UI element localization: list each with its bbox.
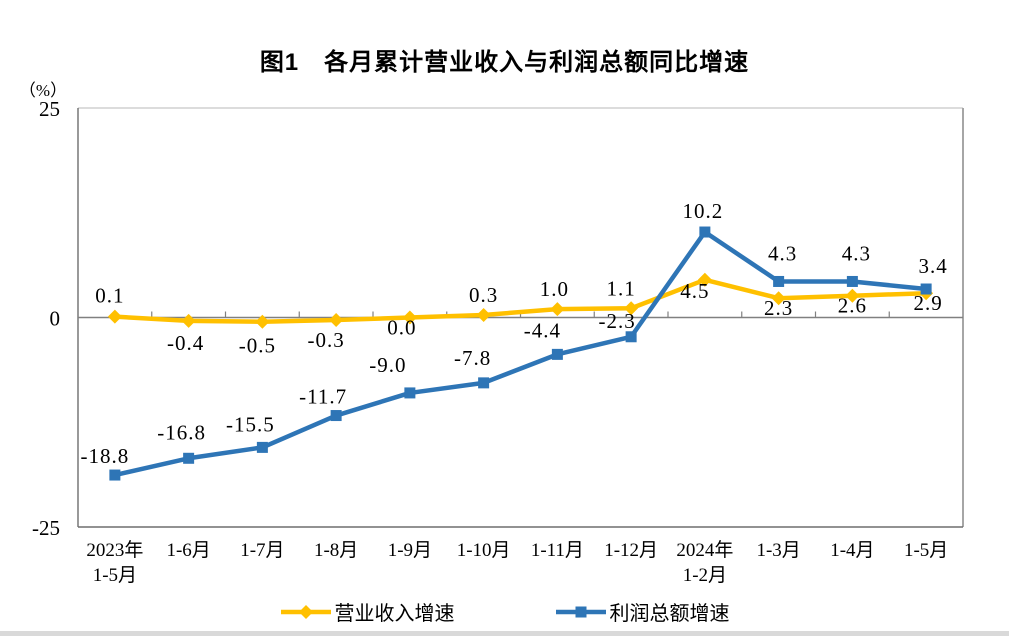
profit-data-label: -7.8: [454, 346, 491, 370]
revenue-marker: [624, 301, 639, 316]
profit-marker: [846, 275, 858, 287]
revenue-marker: [697, 272, 712, 287]
revenue-marker: [550, 302, 565, 317]
x-tick-label: 1-11月: [531, 540, 584, 561]
profit-data-label: -16.8: [157, 420, 206, 444]
y-tick-label: 25: [39, 97, 60, 121]
revenue-marker: [181, 313, 196, 328]
revenue-marker: [255, 314, 270, 329]
profit-marker: [404, 387, 416, 399]
revenue-data-label: 2.3: [764, 296, 793, 320]
profit-data-label: -11.7: [299, 385, 347, 409]
legend-item-revenue: 营业收入增速: [280, 597, 455, 626]
profit-marker: [773, 275, 785, 287]
x-tick-label: 1-4月: [830, 540, 874, 561]
revenue-data-label: 0.0: [387, 316, 416, 340]
revenue-data-label: -0.5: [239, 334, 276, 358]
profit-legend-swatch-icon: [555, 606, 606, 617]
profit-marker: [183, 452, 195, 464]
x-tick-label: 1-5月: [904, 540, 948, 561]
revenue-data-label: 0.3: [469, 283, 498, 307]
x-tick-label: 1-8月: [314, 540, 358, 561]
revenue-data-label: -0.3: [308, 328, 345, 352]
x-tick-label: 1-9月: [388, 540, 432, 561]
profit-data-label: -15.5: [226, 412, 275, 436]
x-tick-label: 1-12月: [604, 540, 658, 561]
profit-marker: [109, 469, 121, 481]
revenue-data-label: 2.6: [838, 294, 867, 318]
profit-marker: [256, 441, 268, 453]
chart-title: 图1 各月累计营业收入与利润总额同比增速: [259, 49, 750, 76]
x-tick-label: 1-3月: [756, 540, 800, 561]
revenue-marker: [329, 313, 344, 328]
profit-marker: [478, 377, 490, 389]
revenue-data-label: -0.4: [167, 331, 204, 355]
profit-marker: [920, 283, 932, 295]
revenue-legend-marker-icon: [298, 604, 313, 619]
profit-legend-marker-icon: [575, 606, 586, 617]
revenue-marker: [107, 309, 122, 324]
revenue-legend-swatch-icon: [280, 604, 331, 619]
revenue-data-label: 0.1: [95, 284, 124, 308]
chart-canvas: 25 0 -25 （%） 2023年 1-5月 1-6月 1-7月 1-8月 1-9月 1-10月 1…: [19, 81, 964, 586]
profit-marker: [625, 331, 637, 343]
profit-data-label: 4.3: [842, 241, 871, 265]
revenue-data-label: 2.9: [914, 291, 943, 315]
x-tick-label: 2024年: [676, 539, 733, 561]
profit-marker: [699, 226, 711, 238]
revenue-data-label: 4.5: [680, 279, 709, 303]
legend: 营业收入增速 利润总额增速: [0, 597, 1009, 626]
y-tick-label: 0: [50, 307, 61, 331]
x-tick-label: 1-7月: [240, 540, 284, 561]
x-tick-label: 2023年: [86, 539, 143, 561]
legend-item-profit: 利润总额增速: [555, 597, 730, 626]
x-tick-label: 1-10月: [457, 540, 511, 561]
revenue-series-line: [112, 277, 929, 324]
profit-series-line: [112, 229, 929, 478]
legend-label-revenue: 营业收入增速: [334, 603, 455, 625]
profit-data-label: 4.3: [768, 241, 797, 265]
profit-data-label: 10.2: [683, 199, 724, 223]
profit-data-label: -4.4: [524, 318, 561, 342]
profit-marker: [551, 348, 563, 360]
x-tick-label: 1-6月: [166, 540, 210, 561]
profit-data-label: -9.0: [369, 353, 406, 377]
profit-data-label: -2.3: [599, 309, 636, 333]
revenue-marker: [771, 291, 786, 306]
legend-label-profit: 利润总额增速: [609, 603, 730, 625]
x-tick-label-line2: 1-5月: [93, 565, 137, 586]
bottom-divider: [0, 631, 1009, 636]
y-axis-unit-label: （%）: [19, 81, 67, 100]
y-tick-label: -25: [32, 516, 60, 540]
revenue-data-label: 1.0: [540, 277, 569, 301]
x-tick-label-line2: 1-2月: [683, 565, 727, 586]
profit-data-label: -18.8: [81, 444, 130, 468]
revenue-marker: [476, 307, 491, 322]
profit-marker: [330, 410, 342, 422]
revenue-marker: [402, 310, 417, 325]
revenue-marker: [845, 288, 860, 303]
profit-data-label: 3.4: [919, 254, 948, 278]
revenue-data-label: 1.1: [607, 276, 636, 300]
